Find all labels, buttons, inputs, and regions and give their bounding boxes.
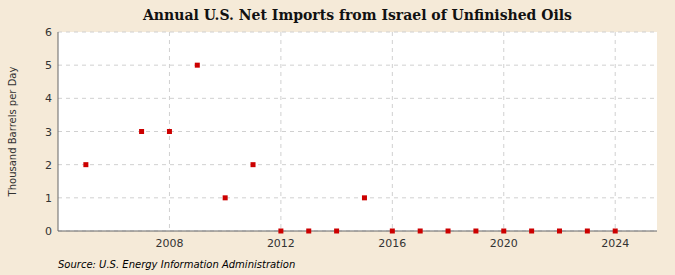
y-grid-line [58, 131, 657, 132]
y-grid-line [58, 98, 657, 99]
x-grid-line [392, 32, 393, 231]
point [278, 229, 283, 234]
point [251, 162, 256, 167]
y-axis-line [58, 32, 59, 231]
x-grid-line [280, 32, 281, 231]
source: Source: U.S. Energy Information Administ… [58, 259, 295, 270]
point [195, 63, 200, 68]
point [529, 229, 534, 234]
y-tick-label: 6 [45, 26, 52, 39]
plot-background [58, 32, 657, 231]
x-axis-line [58, 231, 657, 232]
y-tick-label: 4 [45, 92, 52, 105]
point [306, 229, 311, 234]
point [83, 162, 88, 167]
y-grid-line [58, 32, 657, 33]
y-grid-line [58, 231, 657, 232]
x-tick-label: 2016 [378, 237, 406, 250]
x-tick-label: 2008 [155, 237, 183, 250]
points [83, 63, 617, 234]
point [418, 229, 423, 234]
point [473, 229, 478, 234]
x-tick-label: 2024 [601, 237, 629, 250]
y-tick-label: 3 [45, 126, 52, 139]
point [362, 195, 367, 200]
y-grid-line [58, 65, 657, 66]
ticks: 0 1 2 3 4 5 6 2008 2012 2016 2020 2024 [45, 26, 629, 250]
y-tick-label: 1 [45, 192, 52, 205]
chart: 0 1 2 3 4 5 6 2008 2012 2016 2020 2024 Annual U.S. N… [0, 0, 675, 275]
y-tick-label: 0 [45, 225, 52, 238]
x-tick-label: 2012 [267, 237, 295, 250]
x-grid-line [503, 32, 504, 231]
y-grid-line [58, 164, 657, 165]
x-tick-label: 2020 [490, 237, 518, 250]
point [139, 129, 144, 134]
grid [58, 32, 657, 231]
point [585, 229, 590, 234]
point [167, 129, 172, 134]
y-axis-label: Thousand Barrels per Day [7, 67, 18, 198]
x-grid-line [615, 32, 616, 231]
point [446, 229, 451, 234]
point [334, 229, 339, 234]
y-tick-label: 5 [45, 59, 52, 72]
title: Annual U.S. Net Imports from Israel of U… [142, 7, 572, 23]
point [390, 229, 395, 234]
point [557, 229, 562, 234]
y-grid-line [58, 197, 657, 198]
y-tick-label: 2 [45, 159, 52, 172]
point [501, 229, 506, 234]
point [223, 195, 228, 200]
point [613, 229, 618, 234]
